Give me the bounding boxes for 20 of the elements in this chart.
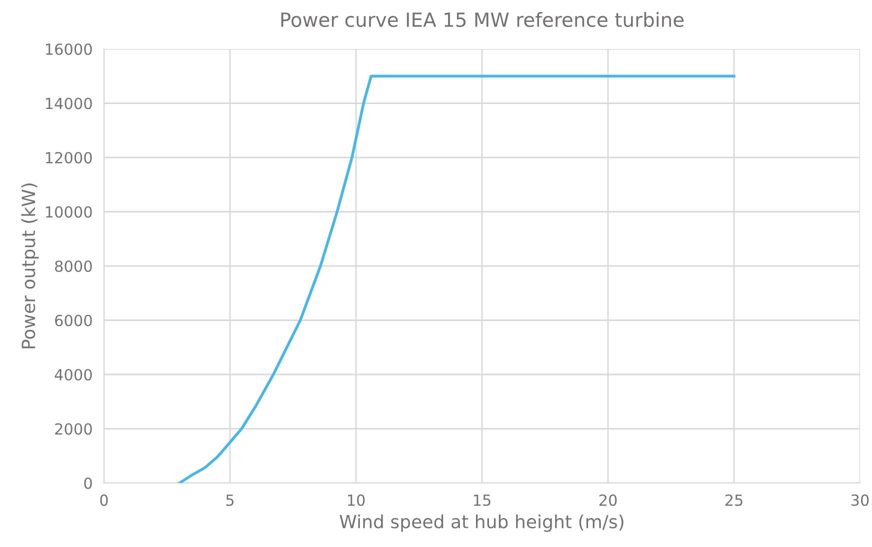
y-tick-label: 14000 [46, 98, 92, 110]
y-axis-title: Power output (kW) [21, 184, 39, 348]
y-tick-label: 2000 [55, 423, 92, 435]
chart-title: Power curve IEA 15 MW reference turbine [281, 12, 684, 28]
x-tick-label: 5 [226, 494, 234, 506]
y-tick-label: 4000 [54, 368, 92, 381]
x-tick-label: 25 [725, 494, 742, 506]
x-tick-label: 20 [599, 494, 617, 506]
y-tick-label: 6000 [55, 314, 92, 326]
y-tick-label: 16000 [46, 43, 92, 56]
x-tick-label: 15 [474, 494, 490, 506]
x-tick-label: 10 [348, 494, 365, 506]
line-series [178, 74, 736, 483]
y-tick-label: 0 [84, 477, 92, 490]
y-tick-label: 10000 [46, 206, 92, 218]
x-tick-label: 30 [851, 494, 869, 506]
y-tick-label: 12000 [46, 152, 92, 164]
x-tick-label: 0 [100, 494, 108, 506]
y-tick-label: 8000 [55, 260, 92, 272]
x-axis-title: Wind speed at hub height (m/s) [340, 514, 624, 532]
